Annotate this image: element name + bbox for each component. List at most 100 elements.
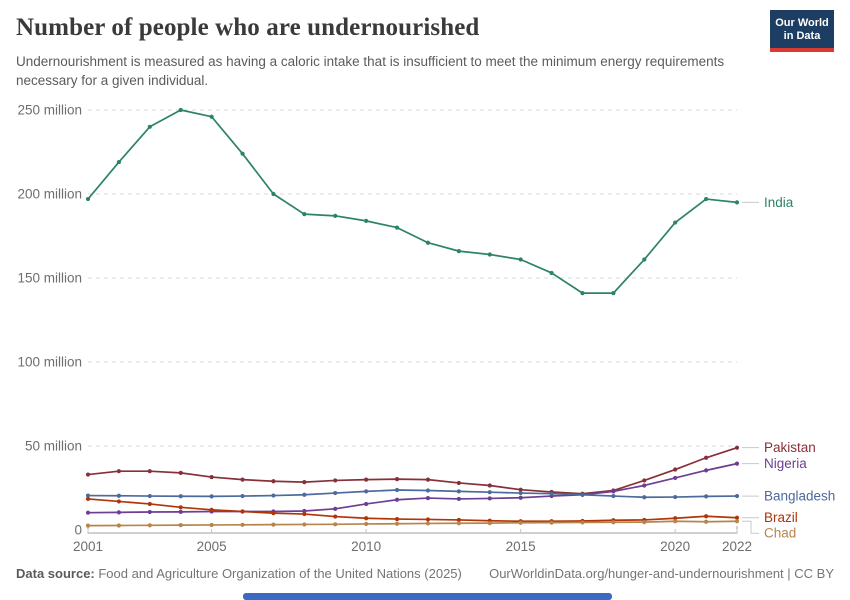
point-nigeria-2001[interactable] — [85, 510, 91, 515]
point-chad-2014[interactable] — [487, 521, 492, 526]
point-pakistan-2021[interactable] — [703, 455, 709, 460]
point-india-2012[interactable] — [425, 240, 431, 245]
point-brazil-2008[interactable] — [302, 511, 307, 517]
point-bangladesh-2017[interactable] — [580, 492, 585, 497]
point-bangladesh-2021[interactable] — [703, 494, 709, 499]
legend-label-india[interactable]: India — [764, 195, 794, 210]
point-india-2003[interactable] — [147, 124, 152, 129]
point-india-2006[interactable] — [240, 151, 245, 156]
point-india-2013[interactable] — [456, 249, 461, 254]
point-chad-2013[interactable] — [456, 521, 461, 526]
point-nigeria-2002[interactable] — [116, 510, 122, 515]
point-chad-2001[interactable] — [85, 523, 91, 528]
point-pakistan-2013[interactable] — [456, 480, 461, 486]
point-nigeria-2010[interactable] — [364, 501, 369, 507]
point-nigeria-2004[interactable] — [178, 509, 183, 514]
point-nigeria-2012[interactable] — [425, 495, 431, 501]
legend-label-brazil[interactable]: Brazil — [764, 510, 798, 525]
point-bangladesh-2011[interactable] — [394, 487, 400, 493]
point-pakistan-2014[interactable] — [487, 483, 492, 488]
point-brazil-2011[interactable] — [394, 516, 400, 522]
legend-label-bangladesh[interactable]: Bangladesh — [764, 489, 835, 504]
point-india-2014[interactable] — [487, 252, 492, 257]
point-nigeria-2014[interactable] — [487, 496, 492, 501]
point-bangladesh-2010[interactable] — [364, 489, 369, 494]
point-chad-2012[interactable] — [425, 521, 431, 526]
point-chad-2016[interactable] — [549, 520, 554, 525]
point-chad-2005[interactable] — [209, 522, 214, 528]
point-brazil-2007[interactable] — [271, 511, 276, 516]
point-bangladesh-2007[interactable] — [271, 493, 276, 498]
point-brazil-2010[interactable] — [364, 516, 369, 521]
point-bangladesh-2012[interactable] — [425, 488, 431, 493]
point-nigeria-2008[interactable] — [302, 508, 307, 514]
point-nigeria-2020[interactable] — [673, 475, 678, 481]
point-india-2005[interactable] — [209, 114, 214, 119]
point-pakistan-2019[interactable] — [642, 478, 647, 483]
point-pakistan-2009[interactable] — [333, 478, 338, 483]
point-nigeria-2013[interactable] — [456, 496, 461, 502]
point-pakistan-2001[interactable] — [85, 472, 91, 477]
point-chad-2007[interactable] — [271, 522, 276, 527]
point-nigeria-2003[interactable] — [147, 509, 152, 515]
point-india-2020[interactable] — [673, 220, 678, 225]
point-bangladesh-2016[interactable] — [549, 491, 554, 496]
point-brazil-2002[interactable] — [116, 499, 122, 504]
point-india-2022[interactable] — [734, 200, 740, 205]
point-pakistan-2010[interactable] — [364, 477, 369, 482]
point-pakistan-2005[interactable] — [209, 474, 214, 480]
point-brazil-2005[interactable] — [209, 507, 214, 512]
point-nigeria-2015[interactable] — [518, 495, 523, 500]
point-bangladesh-2020[interactable] — [673, 494, 678, 500]
point-bangladesh-2014[interactable] — [487, 490, 492, 495]
point-bangladesh-2022[interactable] — [734, 493, 740, 499]
point-bangladesh-2004[interactable] — [178, 494, 183, 499]
point-india-2016[interactable] — [549, 270, 554, 276]
point-brazil-2004[interactable] — [178, 505, 183, 510]
point-brazil-2021[interactable] — [703, 514, 709, 519]
point-brazil-2012[interactable] — [425, 517, 431, 522]
point-bangladesh-2002[interactable] — [116, 493, 122, 498]
point-nigeria-2018[interactable] — [611, 489, 616, 494]
point-pakistan-2015[interactable] — [518, 487, 523, 492]
point-chad-2002[interactable] — [116, 523, 122, 528]
point-brazil-2001[interactable] — [85, 496, 91, 502]
line-nigeria[interactable] — [87, 462, 738, 514]
point-bangladesh-2005[interactable] — [209, 494, 214, 499]
point-chad-2022[interactable] — [734, 519, 740, 524]
line-brazil[interactable] — [87, 498, 738, 523]
point-chad-2006[interactable] — [240, 522, 245, 527]
point-chad-2010[interactable] — [364, 521, 369, 527]
point-chad-2019[interactable] — [642, 520, 647, 525]
point-nigeria-2009[interactable] — [333, 506, 338, 511]
point-bangladesh-2003[interactable] — [147, 493, 152, 499]
point-chad-2018[interactable] — [611, 520, 616, 525]
point-india-2019[interactable] — [642, 257, 647, 262]
point-brazil-2020[interactable] — [673, 516, 678, 521]
timeline-slider[interactable] — [243, 593, 612, 600]
point-pakistan-2022[interactable] — [734, 445, 740, 450]
point-india-2015[interactable] — [518, 257, 523, 262]
point-nigeria-2021[interactable] — [703, 468, 709, 473]
line-chad[interactable] — [87, 520, 738, 527]
point-brazil-2013[interactable] — [456, 517, 461, 523]
owid-logo[interactable]: Our World in Data — [770, 10, 834, 52]
point-india-2008[interactable] — [302, 212, 307, 217]
point-chad-2020[interactable] — [673, 519, 678, 524]
point-pakistan-2008[interactable] — [302, 480, 307, 485]
point-bangladesh-2008[interactable] — [302, 492, 307, 497]
point-india-2007[interactable] — [271, 191, 276, 197]
point-pakistan-2003[interactable] — [147, 469, 152, 474]
legend-label-chad[interactable]: Chad — [764, 526, 796, 541]
point-pakistan-2020[interactable] — [673, 467, 678, 472]
legend-label-pakistan[interactable]: Pakistan — [764, 440, 816, 455]
point-pakistan-2011[interactable] — [394, 476, 400, 482]
point-bangladesh-2001[interactable] — [85, 493, 91, 498]
point-chad-2017[interactable] — [580, 520, 585, 525]
point-india-2001[interactable] — [85, 196, 91, 202]
point-pakistan-2004[interactable] — [178, 470, 183, 475]
point-india-2011[interactable] — [394, 225, 400, 230]
footer-link[interactable]: OurWorldinData.org/hunger-and-undernouri… — [489, 566, 834, 581]
point-india-2010[interactable] — [364, 218, 369, 223]
point-india-2018[interactable] — [611, 291, 616, 296]
